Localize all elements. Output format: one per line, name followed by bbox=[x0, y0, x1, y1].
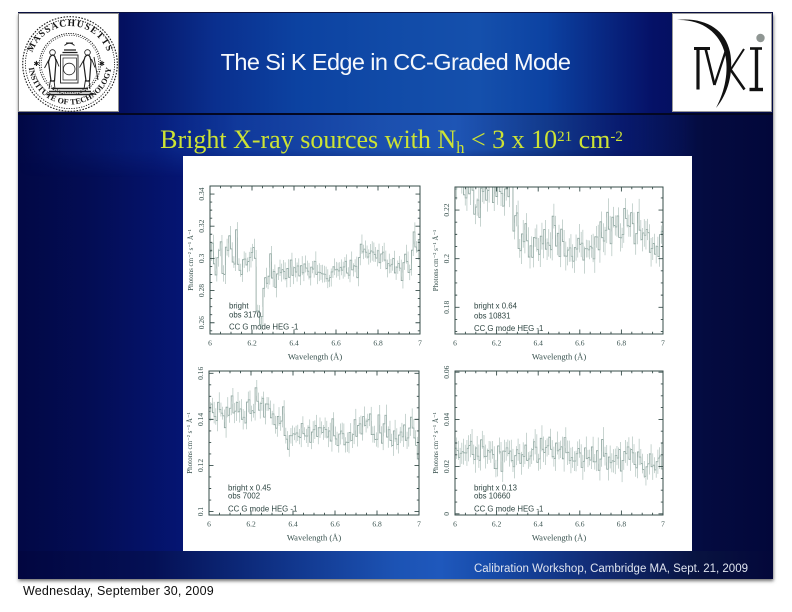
svg-text:6.2: 6.2 bbox=[492, 519, 502, 528]
svg-text:0.14: 0.14 bbox=[196, 412, 205, 425]
svg-text:6.4: 6.4 bbox=[534, 338, 544, 347]
svg-text:0.18: 0.18 bbox=[442, 300, 451, 313]
svg-text:bright x 0.13: bright x 0.13 bbox=[474, 483, 517, 492]
svg-text:6.8: 6.8 bbox=[617, 338, 627, 347]
svg-text:0.28: 0.28 bbox=[197, 283, 206, 296]
svg-text:✱: ✱ bbox=[99, 60, 105, 68]
svg-text:7: 7 bbox=[418, 338, 422, 347]
svg-text:bright x 0.45: bright x 0.45 bbox=[228, 483, 272, 492]
svg-text:Photons cm⁻² s⁻¹ Å⁻¹: Photons cm⁻² s⁻¹ Å⁻¹ bbox=[187, 229, 195, 291]
svg-text:obs 3170: obs 3170 bbox=[229, 310, 262, 319]
svg-text:CC G mode HEG -1: CC G mode HEG -1 bbox=[474, 504, 543, 513]
svg-text:6: 6 bbox=[453, 519, 457, 528]
svg-text:6.8: 6.8 bbox=[372, 519, 382, 528]
svg-text:Wavelength (Å): Wavelength (Å) bbox=[532, 351, 586, 361]
svg-text:bright: bright bbox=[229, 301, 249, 310]
svg-text:6: 6 bbox=[208, 338, 212, 347]
svg-text:0.16: 0.16 bbox=[196, 366, 205, 379]
svg-text:0.2: 0.2 bbox=[442, 253, 451, 263]
svg-text:0.22: 0.22 bbox=[442, 203, 451, 216]
svg-text:6.6: 6.6 bbox=[331, 338, 341, 347]
svg-text:Wavelength (Å): Wavelength (Å) bbox=[287, 532, 341, 542]
svg-text:6.4: 6.4 bbox=[288, 519, 298, 528]
svg-text:6: 6 bbox=[207, 519, 211, 528]
svg-text:Wavelength (Å): Wavelength (Å) bbox=[288, 351, 342, 361]
svg-text:CC G mode HEG -1: CC G mode HEG -1 bbox=[474, 324, 543, 333]
svg-text:obs 7002: obs 7002 bbox=[228, 491, 260, 500]
svg-text:6.6: 6.6 bbox=[575, 519, 585, 528]
svg-text:7: 7 bbox=[417, 519, 421, 528]
svg-text:6: 6 bbox=[453, 338, 457, 347]
svg-text:6.8: 6.8 bbox=[373, 338, 383, 347]
svg-text:6.8: 6.8 bbox=[617, 519, 627, 528]
svg-text:bright x 0.64: bright x 0.64 bbox=[474, 301, 518, 310]
svg-text:0.34: 0.34 bbox=[197, 187, 206, 200]
svg-text:0.26: 0.26 bbox=[197, 315, 206, 328]
svg-text:CC G mode HEG -1: CC G mode HEG -1 bbox=[228, 504, 297, 513]
svg-text:6.2: 6.2 bbox=[247, 338, 257, 347]
svg-text:CC G mode HEG -1: CC G mode HEG -1 bbox=[229, 322, 298, 331]
svg-text:Photons cm⁻² s⁻¹ Å⁻¹: Photons cm⁻² s⁻¹ Å⁻¹ bbox=[186, 412, 194, 474]
svg-text:INSTITUTE OF TECHNOLOGY: INSTITUTE OF TECHNOLOGY bbox=[27, 66, 114, 106]
svg-text:7: 7 bbox=[661, 519, 665, 528]
svg-text:6.6: 6.6 bbox=[330, 519, 340, 528]
svg-text:Photons cm⁻² s⁻¹ Å⁻¹: Photons cm⁻² s⁻¹ Å⁻¹ bbox=[432, 412, 440, 474]
svg-text:Photons cm⁻² s⁻¹ Å⁻¹: Photons cm⁻² s⁻¹ Å⁻¹ bbox=[432, 229, 440, 291]
svg-text:✱: ✱ bbox=[34, 60, 40, 68]
svg-text:0.1: 0.1 bbox=[196, 506, 205, 516]
svg-text:0.06: 0.06 bbox=[442, 365, 451, 378]
svg-text:0: 0 bbox=[442, 511, 451, 515]
svg-text:0.12: 0.12 bbox=[196, 458, 205, 471]
svg-text:0.04: 0.04 bbox=[442, 412, 451, 425]
svg-text:6.4: 6.4 bbox=[289, 338, 299, 347]
svg-text:obs 10831: obs 10831 bbox=[474, 311, 510, 320]
svg-text:0.3: 0.3 bbox=[197, 253, 206, 263]
svg-text:6.2: 6.2 bbox=[246, 519, 256, 528]
svg-text:6.6: 6.6 bbox=[575, 338, 585, 347]
svg-text:Wavelength (Å): Wavelength (Å) bbox=[532, 532, 586, 542]
svg-text:6.4: 6.4 bbox=[534, 519, 544, 528]
svg-text:6.2: 6.2 bbox=[492, 338, 502, 347]
svg-text:MASSACHUSETTS: MASSACHUSETTS bbox=[26, 19, 115, 54]
svg-text:0.32: 0.32 bbox=[197, 219, 206, 232]
svg-text:0.02: 0.02 bbox=[442, 459, 451, 472]
svg-text:7: 7 bbox=[661, 338, 665, 347]
svg-text:obs 10660: obs 10660 bbox=[474, 491, 511, 500]
